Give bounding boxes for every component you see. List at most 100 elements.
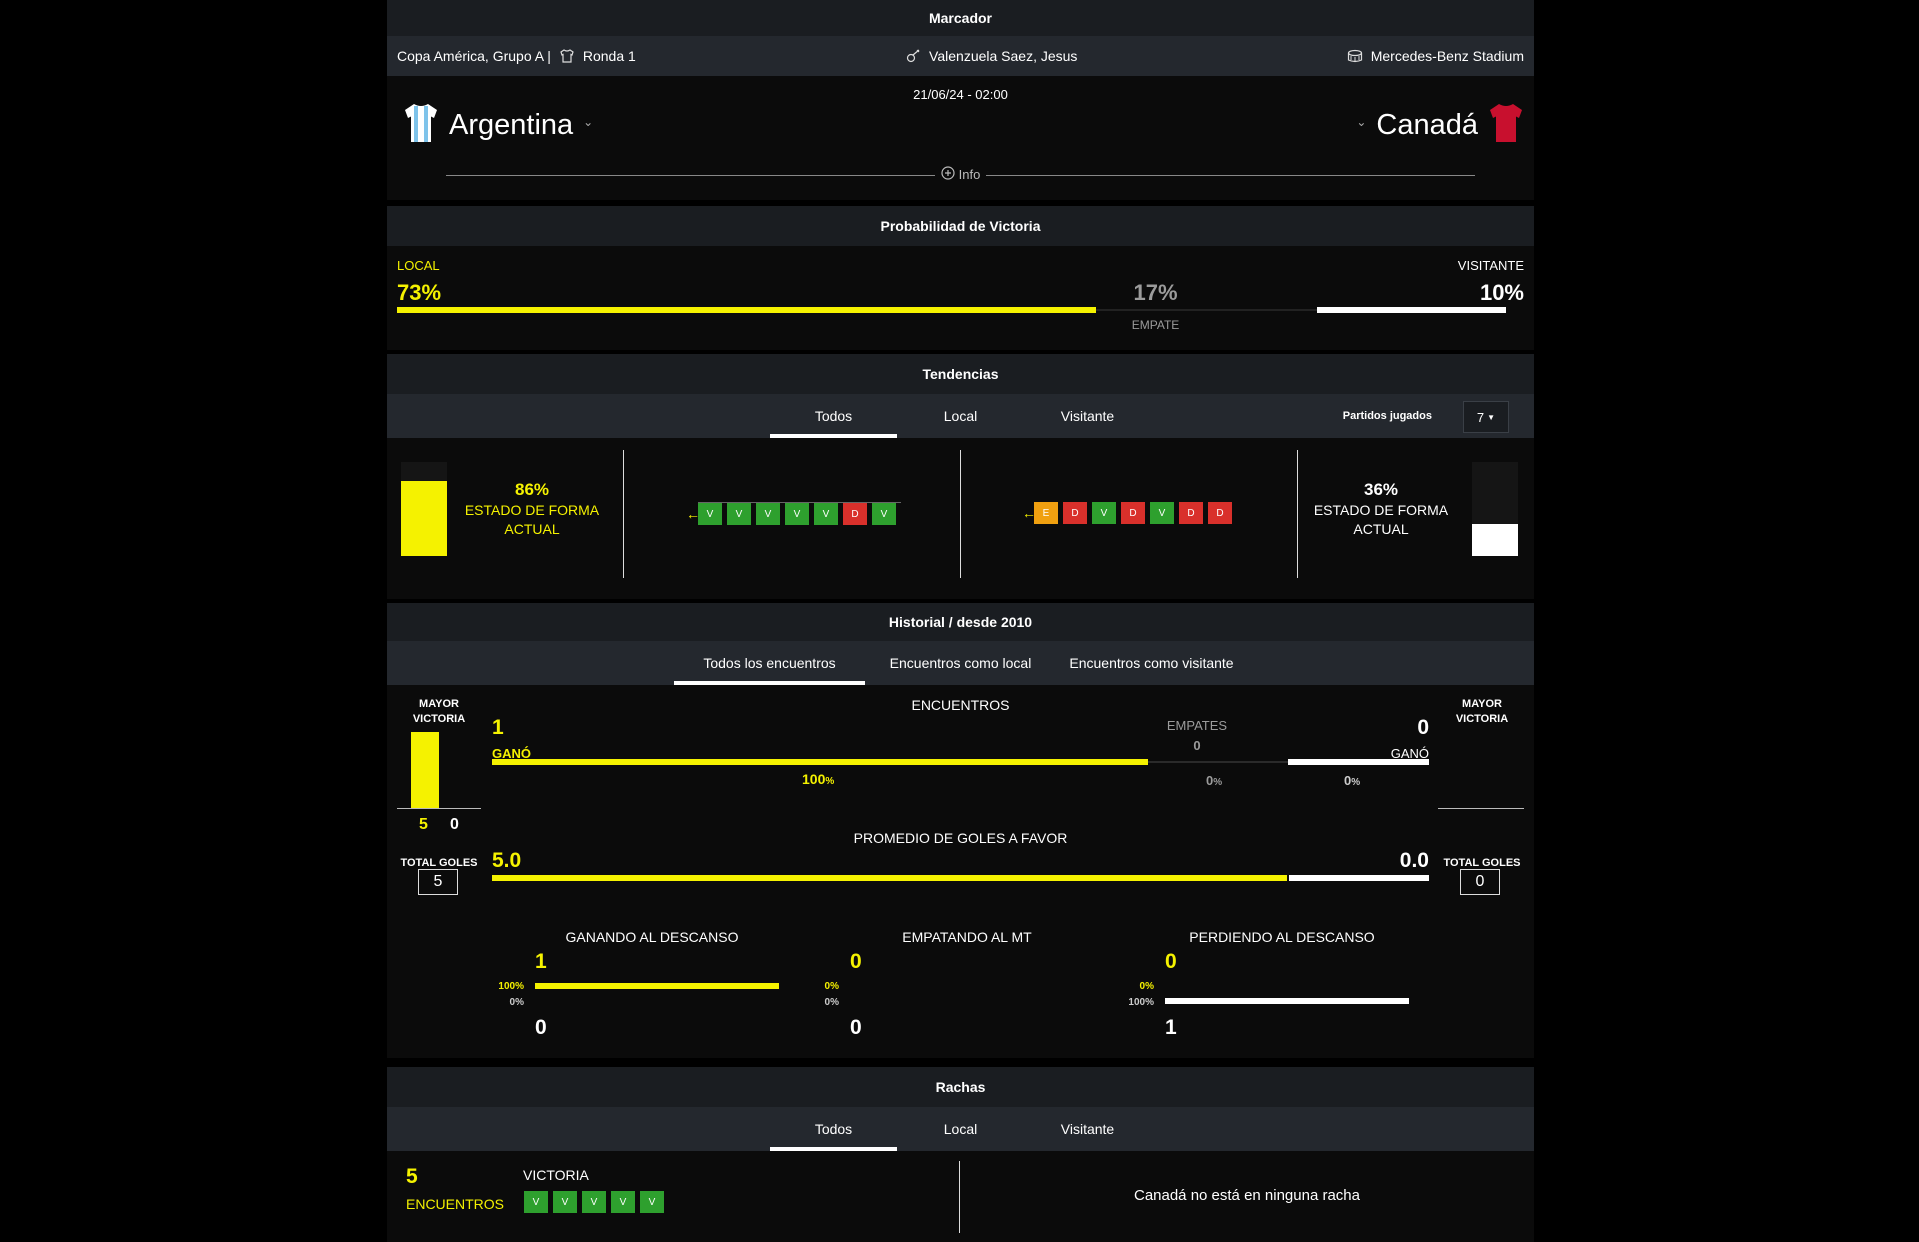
draws-count: 0 [1193,738,1201,753]
streak-badge[interactable]: V [553,1191,577,1213]
home-avg-bar [492,875,1287,881]
halftime-bottom-value: 0 [535,1016,547,1039]
info-label[interactable]: Info [958,167,981,182]
trends-title: Tendencias [922,366,999,382]
draws-block: EMPATES 0 [1157,716,1237,756]
tab-streaks-away[interactable]: Visitante [1024,1107,1151,1151]
away-result-badge[interactable]: V [1150,502,1174,524]
scoreboard-header: Marcador [387,0,1534,36]
home-result-badge[interactable]: V [698,503,722,525]
home-team-name[interactable]: Argentina [449,108,574,141]
away-team-chevron-icon[interactable]: ⌄ [1356,115,1367,129]
plus-circle-icon [941,166,955,183]
draws-bar [1148,761,1288,763]
tab-label: Local [943,1121,978,1137]
home-result-badge[interactable]: V [727,503,751,525]
teams-area: 21/06/24 - 02:00 Argentina ⌄ ⌄ Canadá [387,76,1534,200]
tab-label: Visitante [1060,408,1115,424]
tab-history-home[interactable]: Encuentros como local [865,641,1056,685]
pct-text: % [1351,777,1361,788]
draw-label: EMPATE [1131,318,1180,332]
away-team[interactable]: ⌄ Canadá [1356,102,1524,148]
home-team-chevron-icon[interactable]: ⌄ [583,115,594,129]
streak-badge[interactable]: V [524,1191,548,1213]
halftime-bottom-pct: 100% [1128,997,1154,1008]
away-result-badge[interactable]: D [1208,502,1232,524]
away-probability: 10% [1479,280,1524,305]
halftime-top-bar [535,983,779,989]
halftime-top-value: 0 [850,950,862,973]
away-avg-bar [1289,875,1429,881]
tab-trends-away[interactable]: Visitante [1024,394,1151,438]
draw-pct: 0% [1206,773,1222,788]
home-result-badge[interactable]: V [814,503,838,525]
competition-name[interactable]: Copa América, Grupo A | [397,48,551,64]
trends-header: Tendencias [387,354,1534,394]
played-select[interactable]: 7 ▼ [1463,401,1509,433]
arrow-left-icon: ← [1022,505,1036,521]
away-wins-count: 0 [1417,716,1429,739]
draw-probability-bar [1096,309,1318,311]
tab-history-away[interactable]: Encuentros como visitante [1056,641,1247,685]
away-result-badge[interactable]: D [1121,502,1145,524]
info-toggle[interactable]: Info [934,166,987,183]
tab-history-all[interactable]: Todos los encuentros [674,641,865,685]
home-team[interactable]: Argentina ⌄ [403,102,593,148]
home-streak-count-label: ENCUENTROS [406,1196,505,1212]
round-label: Ronda 1 [582,48,636,64]
home-avg-goals: 5.0 [492,849,522,872]
streak-badge[interactable]: V [582,1191,606,1213]
halftime-top-pct: 0% [1139,981,1154,992]
home-result-badge[interactable]: V [872,503,896,525]
away-result-badge[interactable]: V [1092,502,1116,524]
tab-trends-local[interactable]: Local [897,394,1024,438]
home-biggest-win-label: MAYOR VICTORIA [412,698,466,725]
caret-down-icon: ▼ [1487,412,1496,422]
local-probability-bar [397,307,1097,313]
tab-trends-all[interactable]: Todos [770,394,897,438]
tab-label: Todos [814,408,853,424]
tab-label: Todos [814,1121,853,1137]
streak-badge[interactable]: V [611,1191,635,1213]
referee-name: Valenzuela Saez, Jesus [929,48,1078,64]
pct-text: 0 [1344,773,1352,788]
away-biggest-win-baseline [1438,808,1524,809]
away-biggest-win-label: MAYOR VICTORIA [1455,698,1509,725]
home-result-badge[interactable]: V [785,503,809,525]
history-title: Historial / desde 2010 [888,614,1033,630]
tab-label: Local [943,408,978,424]
shirt-icon [559,48,575,64]
local-probability: 73% [397,280,442,305]
tab-streaks-local[interactable]: Local [897,1107,1024,1151]
probability-bar [397,307,1524,313]
away-form-pct: 36% [1363,480,1399,499]
draw-probability: 17% [1133,280,1178,305]
home-streak-type: VICTORIA [523,1167,589,1183]
away-total-goals-label: TOTAL GOLES [1443,857,1521,869]
home-result-badge[interactable]: D [843,503,867,525]
referee-info: Valenzuela Saez, Jesus [905,48,1077,64]
away-team-name[interactable]: Canadá [1376,108,1478,141]
away-form-text: 36% ESTADO DE FORMA ACTUAL [1311,480,1451,539]
away-form-label: ESTADO DE FORMA ACTUAL [1313,502,1449,537]
whistle-icon [905,48,921,64]
tab-streaks-all[interactable]: Todos [770,1107,897,1151]
home-result-badge[interactable]: V [756,503,780,525]
away-wins-bar [1288,759,1429,765]
halftime-bottom-pct: 0% [824,997,839,1008]
away-result-badge[interactable]: E [1034,502,1058,524]
stadium-icon [1347,48,1363,64]
halftime-bottom-pct: 0% [509,997,524,1008]
tab-label: Encuentros como visitante [1069,655,1234,671]
encounters-label: ENCUENTROS [911,697,1010,713]
streak-badge[interactable]: V [640,1191,664,1213]
away-result-badge[interactable]: D [1063,502,1087,524]
away-result-badge[interactable]: D [1179,502,1203,524]
away-streak-message: Canadá no está en ninguna racha [1133,1187,1360,1204]
arrow-left-icon: ← [686,505,700,522]
